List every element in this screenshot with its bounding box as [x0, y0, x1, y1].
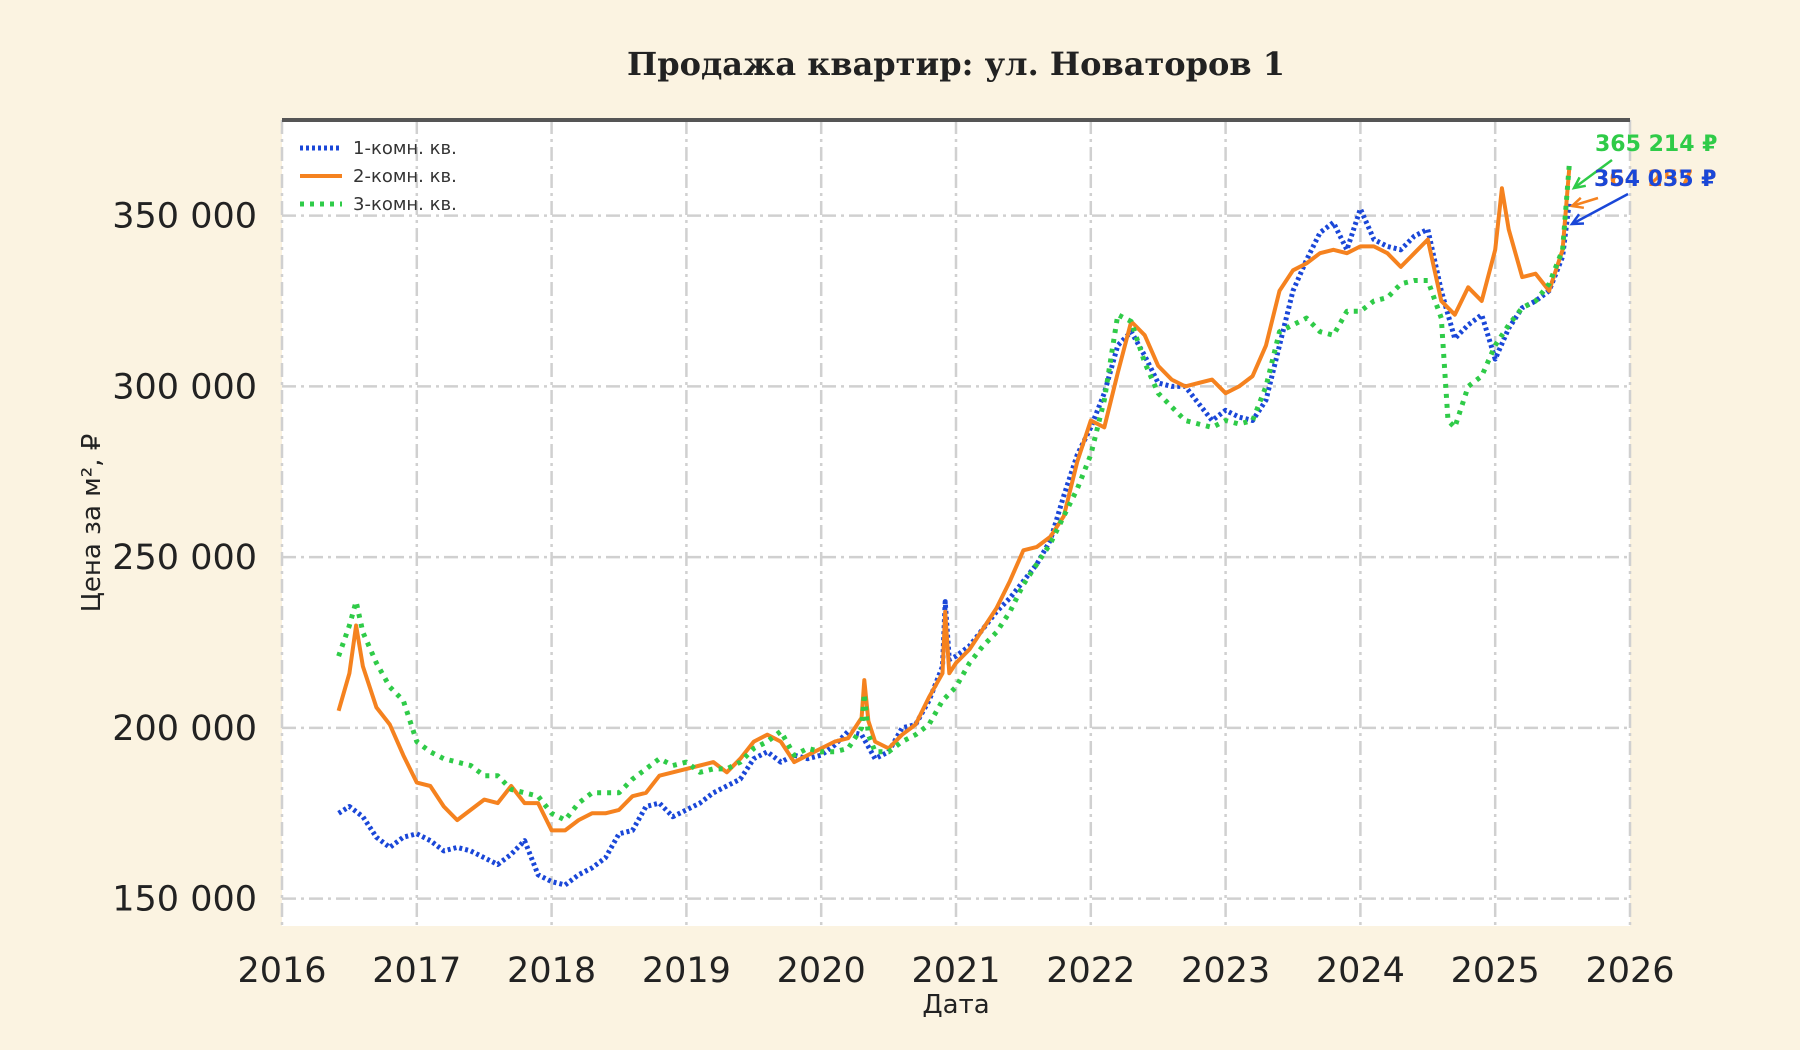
annotation-arrow: [1571, 196, 1599, 208]
grid: [280, 120, 1632, 926]
x-tick-label: 2022: [1046, 951, 1135, 991]
annotation-label: 364 257 ₽: [1594, 167, 1716, 192]
annotation-arrow: [1571, 192, 1629, 226]
x-tick-label: 2018: [507, 951, 596, 991]
series-line-2: [336, 167, 1572, 833]
legend-label: 3-комн. кв.: [353, 194, 457, 215]
x-tick-label: 2026: [1585, 951, 1674, 991]
annotation-arrow: [1573, 158, 1613, 190]
x-tick-label: 2023: [1181, 951, 1270, 991]
x-tick-label: 2025: [1451, 951, 1540, 991]
legend-label: 1-комн. кв.: [353, 138, 457, 159]
y-tick-label: 300 000: [112, 367, 257, 407]
legend: 1-комн. кв. 2-комн. кв. 3-комн. кв.: [300, 138, 457, 215]
chart-title: Продажа квартир: ул. Новаторов 1: [627, 45, 1285, 83]
annotation-label: 354 035 ₽: [1594, 167, 1716, 192]
x-tick-label: 2017: [372, 951, 461, 991]
annotation-arrowhead: [1569, 196, 1585, 210]
y-axis-label: Цена за м², ₽: [77, 434, 107, 613]
annotation-label: 365 214 ₽: [1595, 132, 1717, 157]
legend-label: 2-комн. кв.: [353, 166, 457, 187]
series-layer: [336, 164, 1572, 888]
x-tick-label: 2024: [1316, 951, 1405, 991]
y-tick-label: 350 000: [112, 197, 257, 237]
annotation-arrowhead: [1571, 176, 1587, 190]
y-tick-label: 250 000: [112, 538, 257, 578]
x-tick-label: 2021: [911, 951, 1000, 991]
tick-labels: 2016 2017 2018 2019 2020 2021 2022 2023 2024 2025…: [112, 197, 1674, 991]
y-tick-label: 200 000: [112, 709, 257, 749]
y-tick-label: 150 000: [112, 880, 257, 920]
x-tick-label: 2020: [777, 951, 866, 991]
annotation-arrowhead: [1569, 213, 1585, 226]
series-line-3: [336, 164, 1572, 823]
x-axis-label: Дата: [922, 990, 989, 1020]
x-tick-label: 2019: [642, 951, 731, 991]
x-tick-label: 2016: [237, 951, 326, 991]
annotations: 365 214 ₽ 364 257 ₽354 035 ₽: [1569, 132, 1717, 226]
